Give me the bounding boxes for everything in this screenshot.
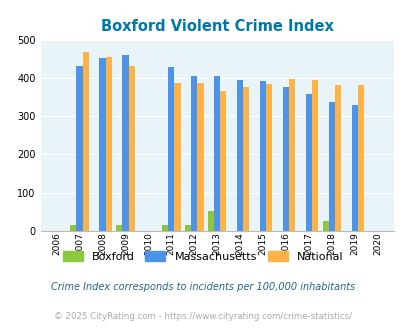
Bar [162, 225, 168, 231]
Bar [83, 52, 89, 231]
Bar [328, 102, 334, 231]
Bar [168, 67, 174, 231]
Bar [197, 83, 203, 231]
Bar [351, 106, 357, 231]
Bar [128, 66, 134, 231]
Bar [70, 225, 76, 231]
Bar [334, 85, 340, 231]
Bar [207, 211, 213, 231]
Bar [105, 57, 111, 231]
Bar [116, 225, 122, 231]
Legend: Boxford, Massachusetts, National: Boxford, Massachusetts, National [58, 247, 347, 266]
Bar [191, 76, 197, 231]
Bar [122, 55, 128, 231]
Bar [282, 87, 288, 231]
Bar [322, 221, 328, 231]
Text: Crime Index corresponds to incidents per 100,000 inhabitants: Crime Index corresponds to incidents per… [51, 282, 354, 292]
Bar [305, 94, 311, 231]
Bar [288, 79, 294, 231]
Bar [266, 84, 272, 231]
Bar [237, 80, 243, 231]
Bar [213, 76, 220, 231]
Bar [174, 83, 180, 231]
Text: © 2025 CityRating.com - https://www.cityrating.com/crime-statistics/: © 2025 CityRating.com - https://www.city… [54, 312, 351, 321]
Bar [99, 58, 105, 231]
Bar [259, 81, 266, 231]
Bar [185, 225, 191, 231]
Bar [311, 80, 318, 231]
Title: Boxford Violent Crime Index: Boxford Violent Crime Index [100, 19, 333, 34]
Bar [220, 90, 226, 231]
Bar [243, 87, 249, 231]
Bar [357, 85, 363, 231]
Bar [76, 66, 83, 231]
